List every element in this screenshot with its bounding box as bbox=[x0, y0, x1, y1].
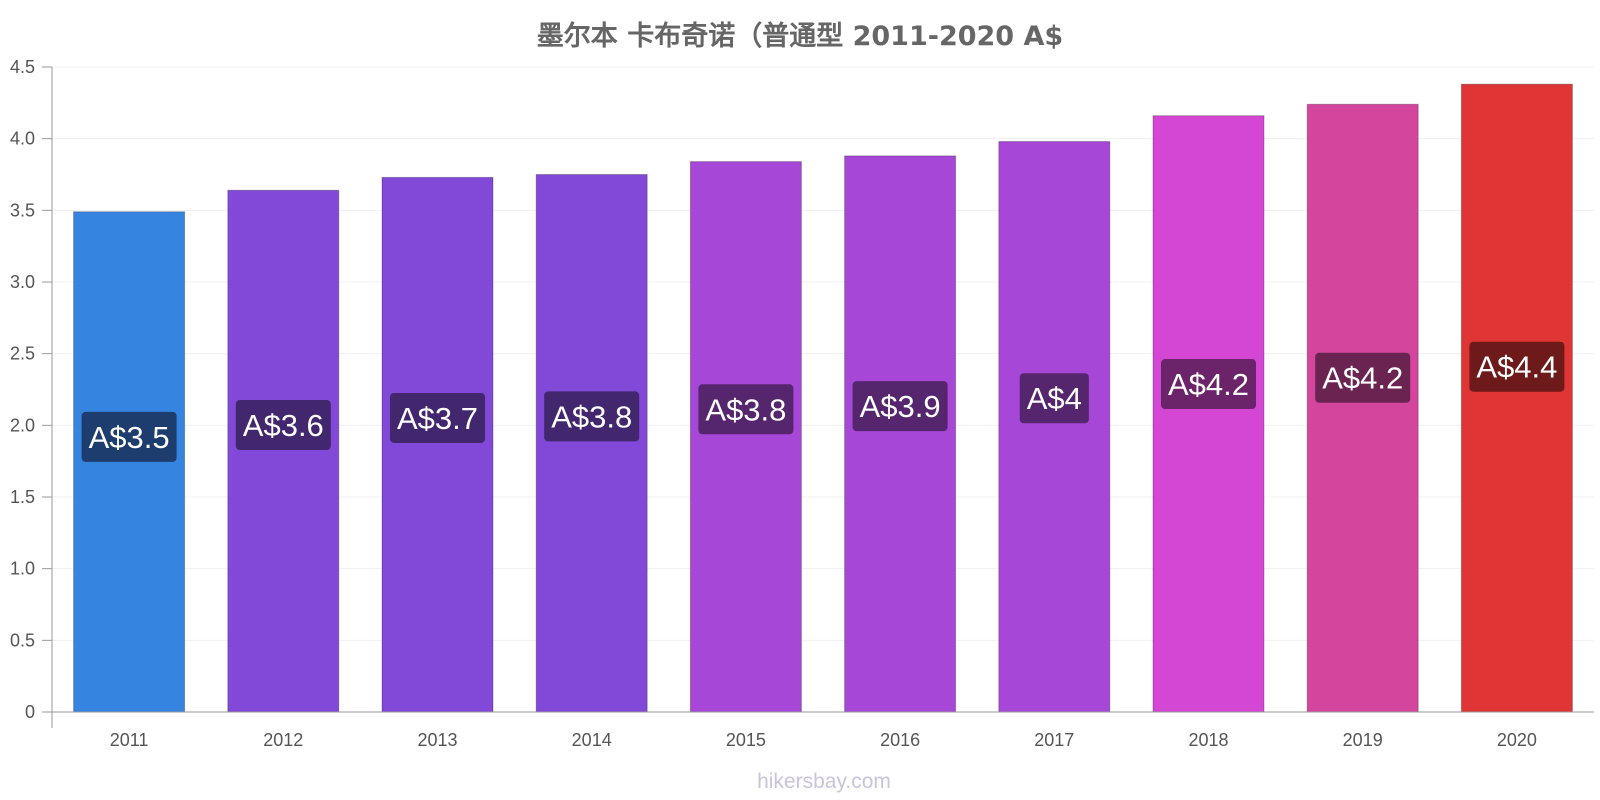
x-tick-label: 2016 bbox=[880, 730, 920, 750]
x-tick-label: 2018 bbox=[1188, 730, 1228, 750]
data-label-2012: A$3.6 bbox=[235, 400, 331, 451]
data-label-2020: A$4.4 bbox=[1469, 341, 1565, 392]
y-tick-label: 1.0 bbox=[10, 559, 35, 579]
data-label-background bbox=[1469, 341, 1565, 392]
y-axis: 0 0.5 1.0 1.5 2.0 2.5 3.0 3.5 4.0 4.5 bbox=[10, 57, 53, 728]
data-label-2019: A$4.2 bbox=[1315, 352, 1411, 403]
bar-2017 bbox=[998, 141, 1111, 713]
data-label-text: A$3.6 bbox=[243, 408, 324, 443]
watermark: hikersbay.com bbox=[757, 770, 891, 793]
bar-2020 bbox=[1460, 83, 1573, 713]
data-label-background bbox=[1160, 359, 1257, 410]
y-tick-label: 2.0 bbox=[10, 415, 35, 435]
data-label-2015: A$3.8 bbox=[698, 384, 794, 435]
bar-2019 bbox=[1306, 103, 1419, 713]
bar-2013 bbox=[381, 176, 494, 713]
data-label-text: A$3.8 bbox=[551, 399, 632, 434]
data-label-text: A$3.9 bbox=[860, 389, 941, 424]
y-tick-label: 4.0 bbox=[10, 129, 35, 149]
data-label-2011: A$3.5 bbox=[81, 411, 177, 462]
x-tick-label: 2015 bbox=[726, 730, 766, 750]
data-label-background bbox=[544, 391, 640, 442]
bar-2012 bbox=[227, 189, 340, 713]
data-label-background bbox=[235, 400, 331, 451]
data-label-background bbox=[852, 381, 948, 432]
x-tick-label: 2012 bbox=[263, 730, 303, 750]
data-label-2014: A$3.8 bbox=[544, 391, 640, 442]
data-label-text: A$3.7 bbox=[397, 401, 478, 436]
bar-2015 bbox=[689, 161, 802, 713]
x-axis: 2011 2012 2013 2014 2015 2016 2017 2018 2019 2020 bbox=[52, 711, 1594, 750]
chart-title: 墨尔本 卡布奇诺（普通型 2011-2020 A$ bbox=[537, 20, 1063, 52]
data-label-2017: A$4 bbox=[1019, 373, 1089, 424]
bar-2011 bbox=[73, 211, 186, 713]
data-label-text: A$3.5 bbox=[89, 420, 170, 455]
bar-2018 bbox=[1152, 115, 1265, 713]
data-label-background bbox=[698, 384, 794, 435]
y-tick-label: 4.5 bbox=[10, 57, 35, 77]
y-tick-label: 3.0 bbox=[10, 272, 35, 292]
data-label-background bbox=[81, 411, 177, 462]
x-tick-label: 2019 bbox=[1343, 730, 1383, 750]
x-tick-label: 2013 bbox=[417, 730, 457, 750]
data-label-background bbox=[1315, 352, 1411, 403]
y-tick-label: 1.5 bbox=[10, 487, 35, 507]
data-labels: A$3.5 A$3.6 A$3.7 A$3.8 A$3.8 A$3.9 A$4 A$4.2 A$… bbox=[81, 341, 1565, 462]
x-tick-label: 2011 bbox=[110, 730, 149, 750]
x-tick-label: 2014 bbox=[572, 730, 612, 750]
y-tick-label: 0 bbox=[25, 702, 35, 722]
x-tick-label: 2020 bbox=[1497, 730, 1537, 750]
data-label-text: A$4.2 bbox=[1322, 361, 1403, 396]
bar-2016 bbox=[844, 155, 957, 713]
y-tick-label: 3.5 bbox=[10, 200, 35, 220]
x-tick-label: 2017 bbox=[1034, 730, 1074, 750]
data-label-2018: A$4.2 bbox=[1160, 359, 1257, 410]
bar-2014 bbox=[535, 174, 648, 713]
data-label-2013: A$3.7 bbox=[389, 392, 486, 443]
data-label-2016: A$3.9 bbox=[852, 381, 948, 432]
y-tick-label: 2.5 bbox=[10, 344, 35, 364]
data-label-text: A$4.2 bbox=[1168, 367, 1249, 402]
data-label-text: A$4.4 bbox=[1476, 350, 1557, 385]
data-label-background bbox=[1019, 373, 1089, 424]
data-label-text: A$4 bbox=[1027, 381, 1082, 416]
y-tick-label: 0.5 bbox=[10, 630, 35, 650]
data-label-text: A$3.8 bbox=[705, 392, 786, 427]
data-label-background bbox=[389, 392, 486, 443]
bars bbox=[73, 83, 1573, 713]
